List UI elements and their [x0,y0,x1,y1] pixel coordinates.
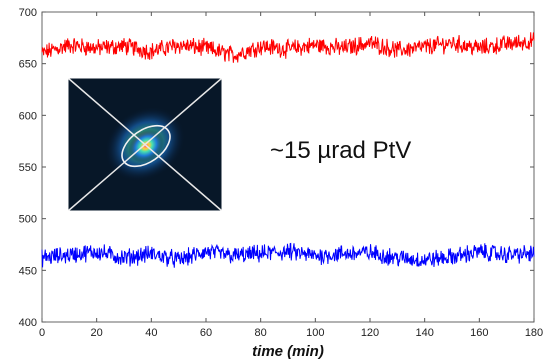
annotation-text: ~15 µrad PtV [270,137,411,164]
x-tick-label: 40 [145,327,157,339]
y-tick-label: 550 [19,162,37,174]
beam-fit-ellipse [121,124,171,168]
y-tick-label: 400 [19,317,37,329]
inset-border [67,77,223,212]
x-axis-title: time (min) [252,343,324,360]
y-tick-label: 600 [19,110,37,122]
x-tick-label: 80 [255,327,267,339]
y-tick-label: 700 [19,7,37,19]
x-tick-label: 100 [306,327,324,339]
x-tick-label: 180 [525,327,543,339]
series-line-1 [41,32,535,63]
series-line-2 [41,242,535,268]
x-tick-label: 60 [200,327,212,339]
x-tick-label: 120 [361,327,379,339]
y-tick-label: 450 [19,265,37,277]
crosshair-diagonal-b [67,77,223,212]
x-tick-label: 20 [91,327,103,339]
y-axis-ticks: 400 450 500 550 600 650 700 [19,7,534,329]
series-layer [41,32,535,268]
x-tick-label: 160 [470,327,488,339]
x-tick-label: 0 [39,327,45,339]
x-tick-label: 140 [415,327,433,339]
x-axis-ticks: 0 20 40 60 80 100 120 140 160 180 [39,12,543,339]
y-tick-label: 500 [19,214,37,226]
y-tick-label: 650 [19,59,37,71]
beam-spot-image [67,77,223,212]
